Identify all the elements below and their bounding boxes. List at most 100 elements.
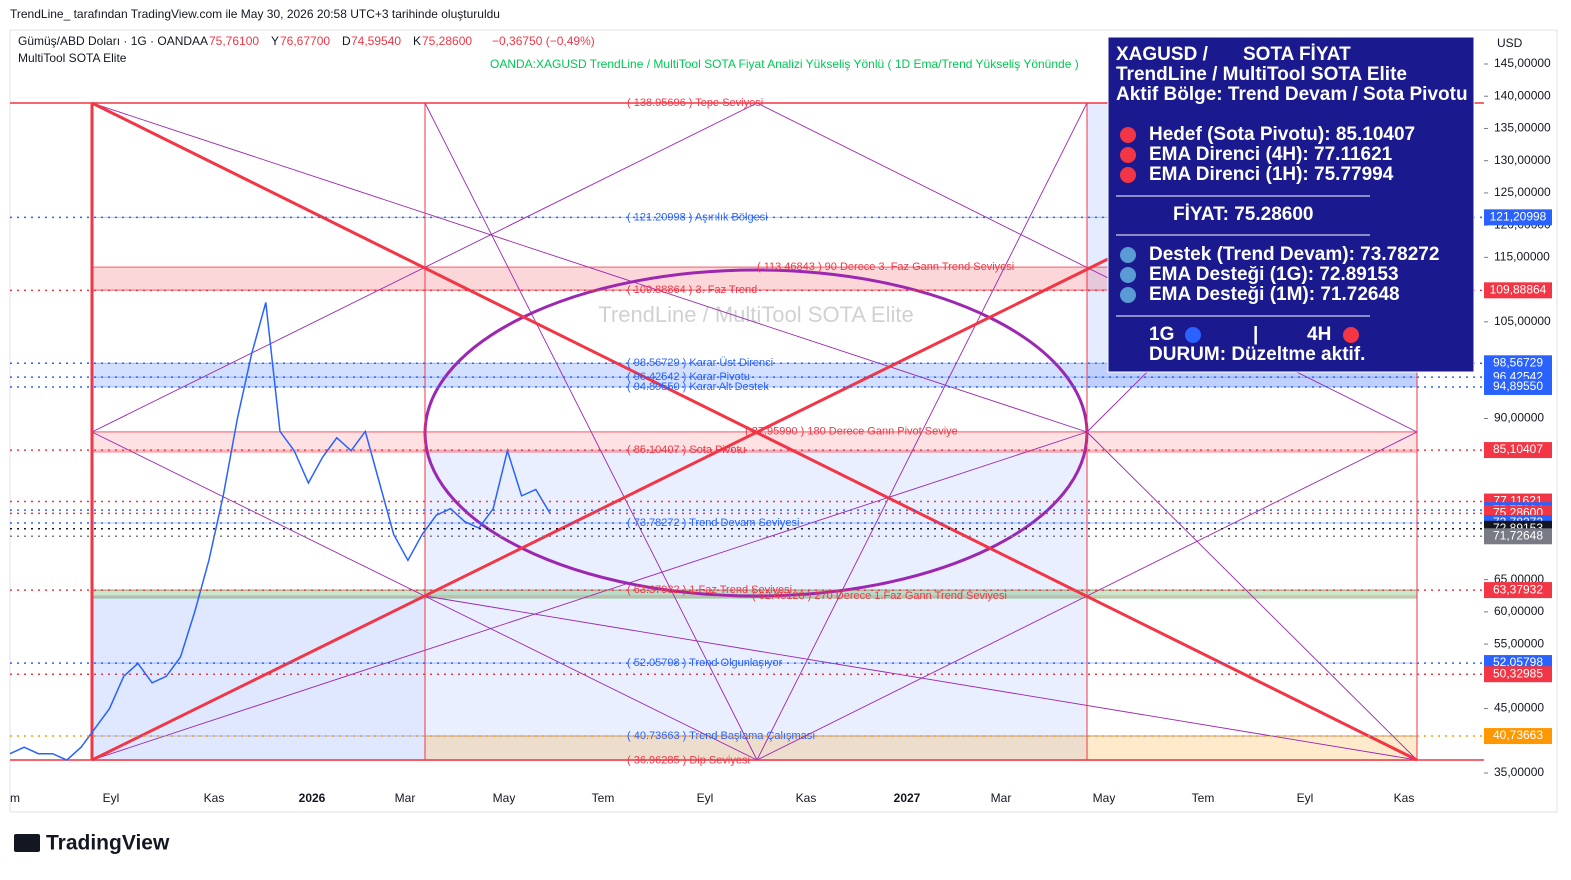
y-tick-label: 55,00000 [1494,636,1544,650]
gann-line [1086,431,1418,761]
price-line [9,302,551,761]
y-tick-label: 35,00000 [1494,765,1544,779]
level-label: ( 62.46128 ) 270 Derece 1.Faz Gann Trend… [752,590,1007,602]
ohlc-key: D [342,34,351,48]
x-tick-label: Kas [1394,791,1415,805]
price-label: 63,37932 [1493,582,1543,596]
ohlc-key: A [200,34,208,48]
plot: 145,00000 140,00000 135,00000 130,00000 125,… [9,56,1552,805]
ohlc-value: 75,28600 [422,34,472,48]
icon [1120,167,1136,183]
info-line: EMA Direnci (4H): 77.11621 [1149,144,1393,165]
gann-line [756,102,1088,761]
gann-line [424,595,1418,761]
change: −0,36750 (−0,49%) [492,34,595,48]
level-label: ( 40.73663 ) Trend Başlama Çalışması [627,730,815,742]
icon [1120,287,1136,303]
price-label: 71,72648 [1493,528,1543,542]
x-tick-label: May [1093,791,1116,805]
price-label: 52,05798 [1493,655,1543,669]
frame-lines [10,101,1484,762]
currency: USD [1497,36,1523,50]
level-label: ( 96.42542 ) Karar Pivotu [627,371,750,383]
x-tick-label: Eyl [1297,791,1314,805]
price-label-bg [1484,442,1552,459]
x-tick-label: Mar [395,791,416,805]
x-tick-label: Tem [1192,791,1215,805]
info-line: | [1253,324,1258,345]
y-tick-label: 135,00000 [1494,121,1551,135]
diagonal [91,256,1111,762]
price-label: 121,20998 [1490,210,1547,224]
level-label: ( 36.96285 ) Dip Seviyesi [627,754,750,766]
x-tick-label: Eyl [697,791,714,805]
x-tick-label: Mar [991,791,1012,805]
ohlc-key: Y [271,34,279,48]
info-line: SOTA FİYAT [1243,44,1351,65]
info-line: XAGUSD / [1116,44,1209,65]
info-box: XAGUSD / SOTA FİYAT TrendLine / MultiToo… [1107,36,1475,373]
x-tick-label: 2026 [299,791,326,805]
ohlc-key: K [413,34,421,48]
x-tick-label: 2027 [894,791,921,805]
info-line: EMA Desteği (1M): 71.72648 [1149,284,1400,305]
price-label: 98,56729 [1493,355,1543,369]
info-line: FİYAT: 75.28600 [1173,204,1313,225]
x-tick-label: m [10,791,20,805]
y-tick-label: 105,00000 [1494,314,1551,328]
y-tick-label: 45,00000 [1494,701,1544,715]
info-line: Hedef (Sota Pivotu): 85.10407 [1149,124,1415,145]
price-label-bg [1484,666,1552,683]
ohlc-value: 75,76100 [209,34,259,48]
symbol: Gümüş/ABD Doları · 1G · OANDA [18,34,200,48]
price-label-bg [1484,355,1552,372]
price-label: 85,10407 [1493,442,1543,456]
x-tick-label: Tem [592,791,615,805]
ohlc: A 75,76100 Y 76,67700 D 74,59540 K 75,28600 −0,3… [200,34,595,48]
x-tick-label: Kas [796,791,817,805]
icon [1120,267,1136,283]
logo-mark [14,834,40,852]
price-label-bg [1484,728,1552,745]
y-tick-label: 90,00000 [1494,411,1544,425]
info-line: EMA Desteği (1G): 72.89153 [1149,264,1399,285]
price-label-bg [1484,582,1552,599]
info-line: DURUM: Düzeltme aktif. [1149,344,1365,365]
logo: TradingView [46,832,170,855]
price-label: 50,32985 [1493,666,1543,680]
icon [1185,327,1201,343]
level-label: ( 98.56729 ) Karar Üst Direnci [627,357,773,369]
y-tick-label: 145,00000 [1494,56,1551,70]
icon [1120,247,1136,263]
y-tick-label: 140,00000 [1494,88,1551,102]
level-label: ( 138.95696 ) Tepe Seviyesi [627,97,763,109]
level-label: ( 94.89550 ) Karar Alt Destek [627,381,769,393]
level-label: ( 63.37932 ) 1.Faz Trend Seviyesi [627,584,792,596]
price-label-bg [1484,378,1552,395]
price-label: 94,89550 [1493,379,1543,393]
info-line: Destek (Trend Devam): 73.78272 [1149,244,1439,265]
indicator: MultiTool SOTA Elite [18,51,127,65]
price-label: 40,73663 [1493,728,1543,742]
y-tick-label: 115,00000 [1494,250,1550,264]
x-tick-label: May [493,791,516,805]
diagonal [91,101,1418,762]
caption: TrendLine_ tarafından TradingView.com il… [10,7,500,21]
info-line: EMA Direnci (1H): 75.77994 [1149,164,1394,185]
y-tick-label: 130,00000 [1494,153,1551,167]
price-label: 109,88864 [1490,282,1547,296]
gann-line [424,102,758,761]
icon [1120,127,1136,143]
gann-line [91,431,1088,761]
price-label-bg [1484,282,1552,299]
info-line: TrendLine / MultiTool SOTA Elite [1116,64,1407,85]
x-tick-label: Eyl [103,791,120,805]
ohlc-value: 74,59540 [351,34,401,48]
icon [1120,147,1136,163]
zone [425,450,1087,760]
info-line: Aktif Bölge: Trend Devam / Sota Pivotu [1116,84,1468,105]
level-label: ( 113.46843 ) 90 Derece 3. Faz Gann Tren… [757,261,1014,273]
y-tick-label: 125,00000 [1494,185,1551,199]
strategy-note: OANDA:XAGUSD TrendLine / MultiTool SOTA … [490,57,1079,71]
